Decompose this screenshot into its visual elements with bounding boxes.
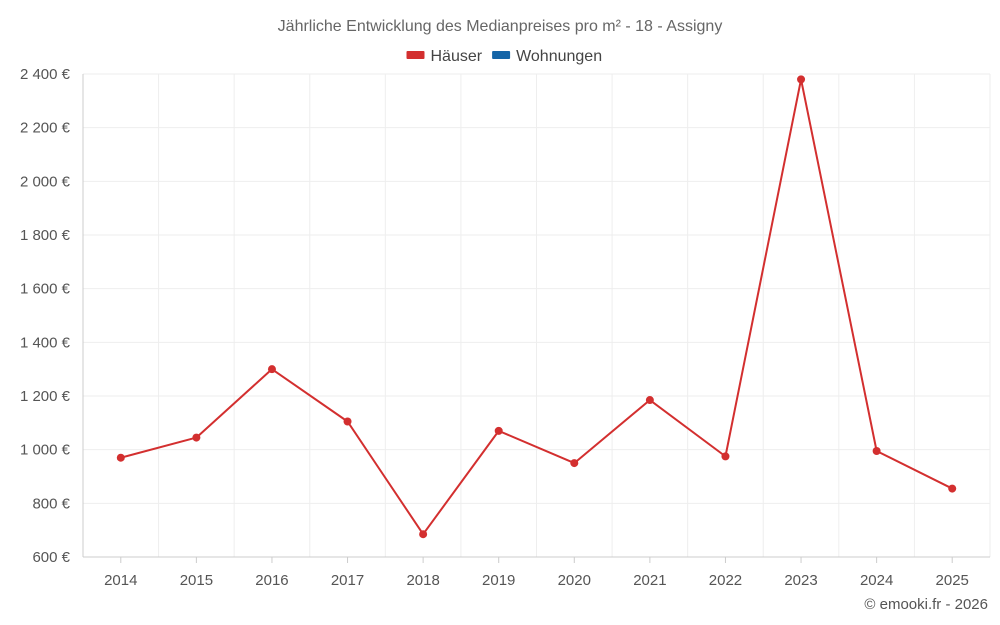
chart-title: Jährliche Entwicklung des Medianpreises … xyxy=(278,18,723,35)
legend: Häuser Wohnungen xyxy=(406,48,602,65)
x-axis: 2014 2015 2016 2017 2018 2019 2020 2021 2022 2023… xyxy=(83,556,990,589)
x-tick-label: 2018 xyxy=(406,572,439,589)
legend-swatch-0 xyxy=(406,51,425,59)
y-tick-label: 2 400 € xyxy=(20,66,71,83)
x-tick-label: 2021 xyxy=(633,572,666,589)
x-tick-label: 2023 xyxy=(784,572,817,589)
y-tick-label: 1 200 € xyxy=(20,388,71,405)
legend-label-1: Wohnungen xyxy=(516,48,602,65)
x-tick-label: 2015 xyxy=(180,572,213,589)
data-point xyxy=(797,75,806,84)
data-point xyxy=(116,453,125,462)
data-point xyxy=(343,417,352,426)
grid xyxy=(83,73,991,557)
y-axis: 600 € 800 € 1 000 € 1 200 € 1 400 € 1 600 € 1 … xyxy=(20,66,84,566)
y-tick-label: 2 000 € xyxy=(20,173,71,190)
data-point xyxy=(494,426,503,435)
y-tick-label: 800 € xyxy=(32,495,70,512)
legend-label-0: Häuser xyxy=(431,48,483,65)
series-line-0 xyxy=(120,78,953,536)
y-tick-label: 1 400 € xyxy=(20,334,71,351)
x-tick-label: 2017 xyxy=(331,572,364,589)
y-tick-label: 600 € xyxy=(32,549,70,566)
y-tick-label: 1 000 € xyxy=(20,442,71,459)
data-point xyxy=(267,365,276,374)
data-point xyxy=(872,447,881,456)
data-point xyxy=(570,459,579,468)
data-point xyxy=(192,433,201,442)
y-tick-label: 1 800 € xyxy=(20,227,71,244)
data-point xyxy=(419,530,428,539)
data-point xyxy=(948,484,957,493)
x-tick-label: 2014 xyxy=(104,572,137,589)
x-tick-label: 2019 xyxy=(482,572,515,589)
x-tick-label: 2016 xyxy=(255,572,288,589)
x-tick-label: 2022 xyxy=(709,572,742,589)
credit-text: © emooki.fr - 2026 xyxy=(864,596,988,613)
data-point xyxy=(721,452,730,461)
data-point xyxy=(645,396,654,405)
y-tick-label: 2 200 € xyxy=(20,120,71,137)
legend-swatch-1 xyxy=(492,51,511,59)
x-tick-label: 2020 xyxy=(558,572,591,589)
y-tick-label: 1 600 € xyxy=(20,281,71,298)
x-tick-label: 2024 xyxy=(860,572,893,589)
series-layer xyxy=(116,75,957,539)
x-tick-label: 2025 xyxy=(936,572,969,589)
